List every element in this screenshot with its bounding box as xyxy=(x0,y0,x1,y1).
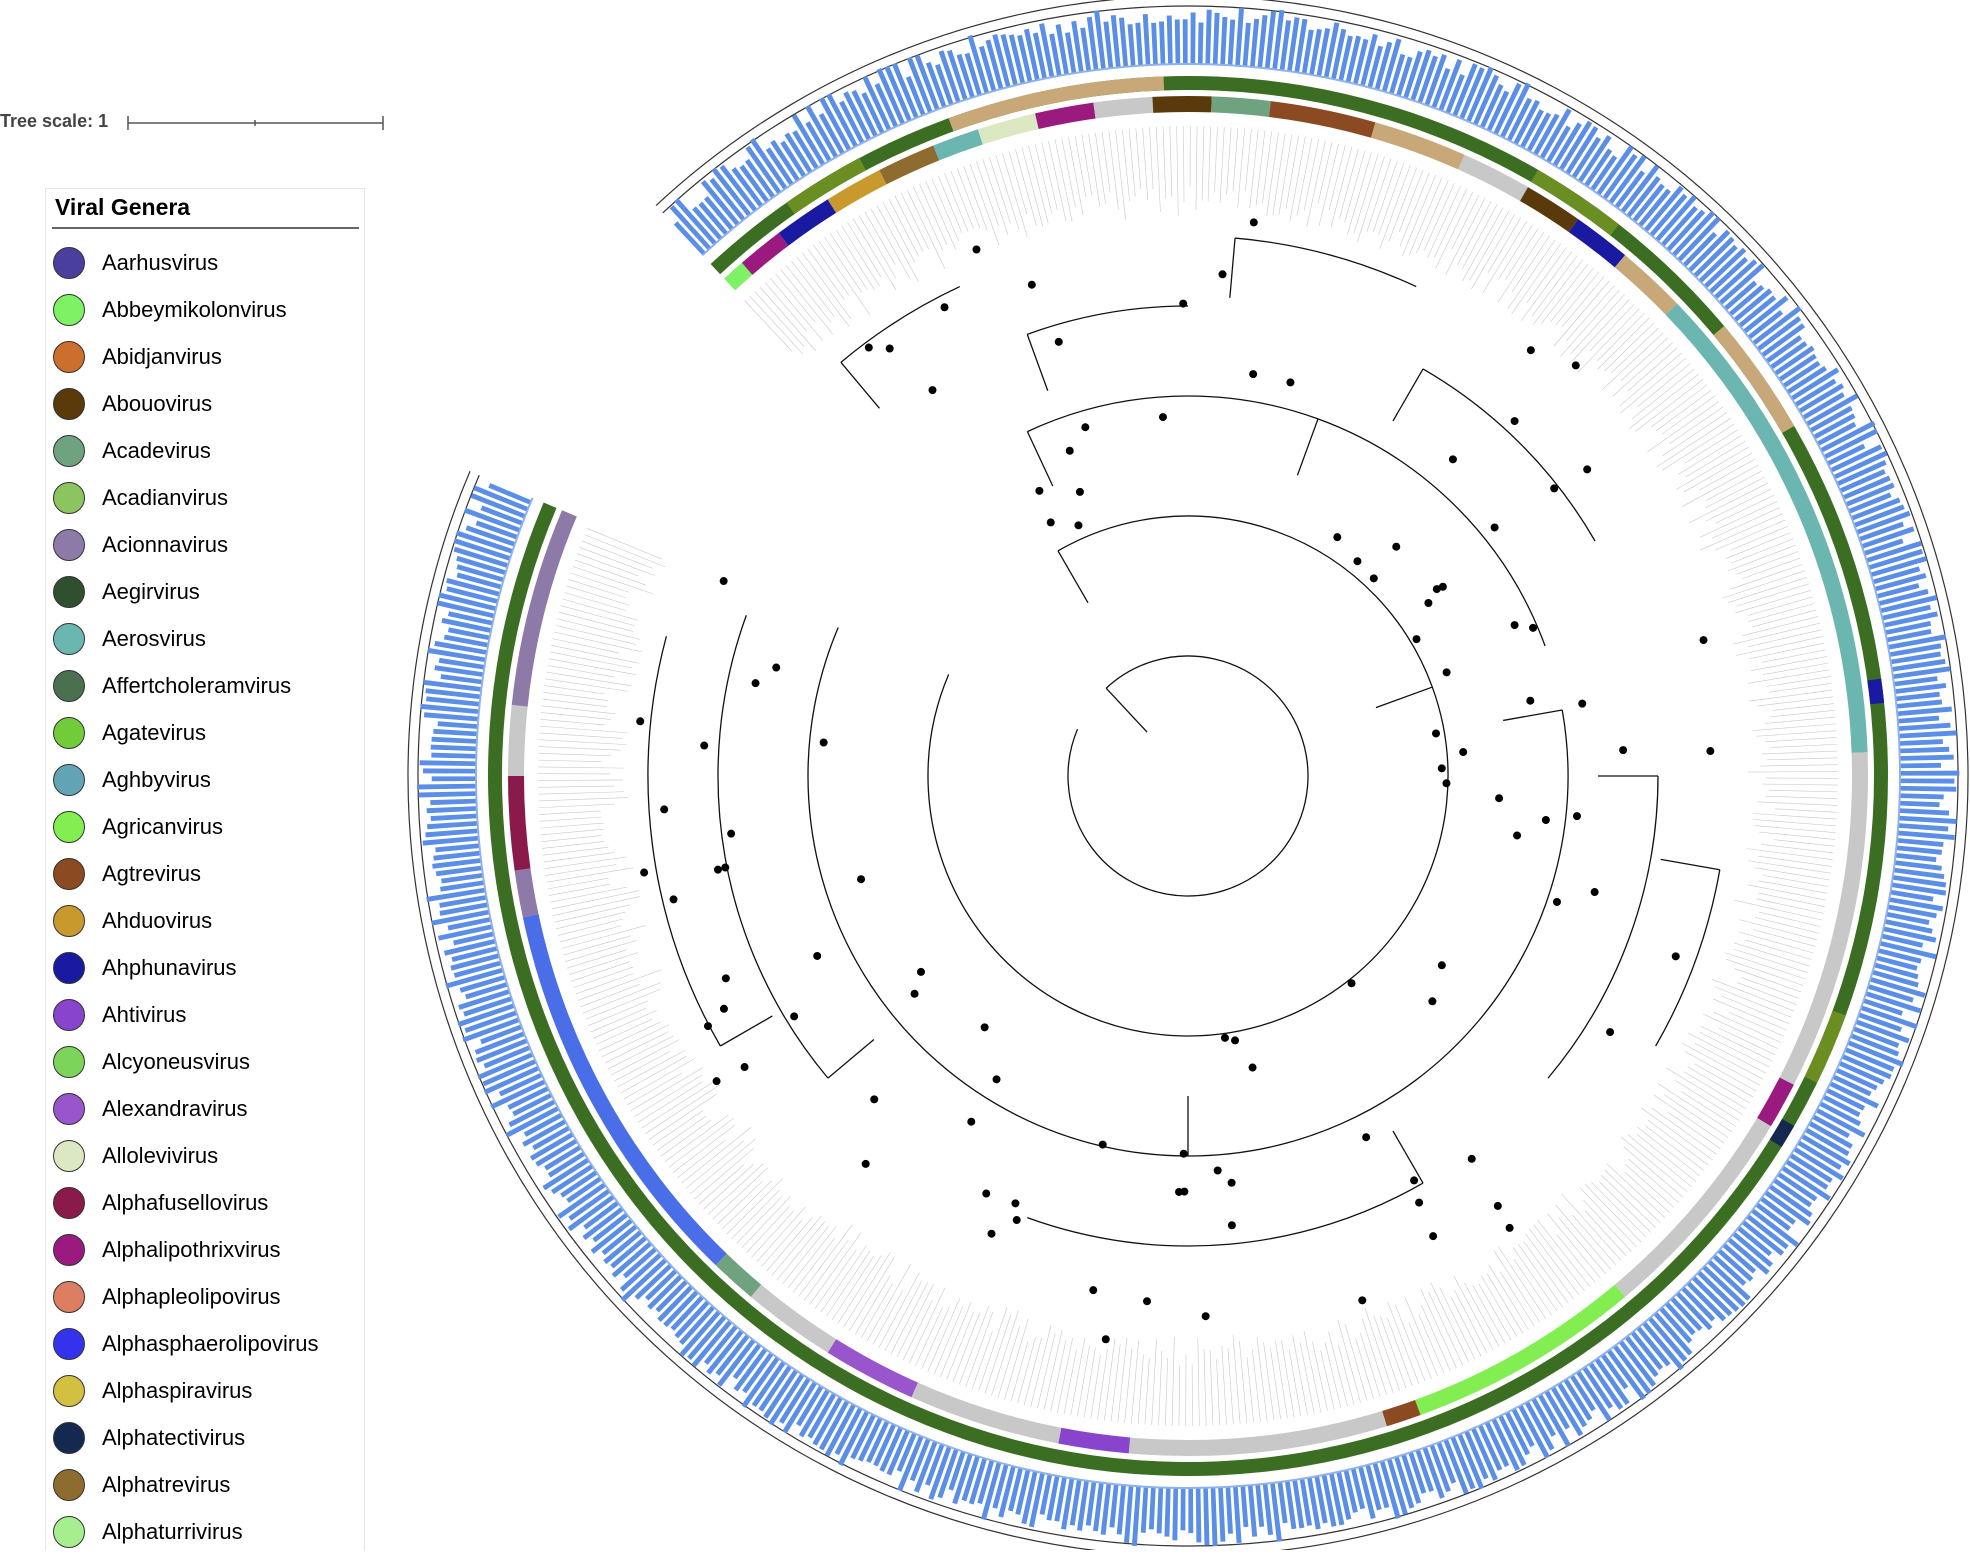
legend-swatch xyxy=(53,247,85,279)
legend-swatch xyxy=(53,1140,85,1172)
legend-swatch xyxy=(53,1516,85,1548)
legend-item: Aegirvirus xyxy=(53,568,318,615)
legend-swatch xyxy=(53,623,85,655)
legend-item: Alexandravirus xyxy=(53,1085,318,1132)
legend-item: Allolevivirus xyxy=(53,1132,318,1179)
legend-swatch xyxy=(53,905,85,937)
legend-item: Alphafusellovirus xyxy=(53,1179,318,1226)
legend-swatch xyxy=(53,999,85,1031)
legend-label: Aerosvirus xyxy=(102,626,206,652)
tree-scale-label: Tree scale: 1 xyxy=(0,111,108,132)
legend-label: Alphatrevirus xyxy=(102,1472,230,1498)
legend-label: Alphaturrivirus xyxy=(102,1519,243,1545)
legend-title: Viral Genera xyxy=(55,194,190,221)
legend-label: Abouovirus xyxy=(102,391,212,417)
legend-label: Ahphunavirus xyxy=(102,955,237,981)
legend-panel: Viral Genera Aarhusvirus Abbeymikolonviru… xyxy=(45,188,365,1551)
legend-item: Abidjanvirus xyxy=(53,333,318,380)
legend-item: Aerosvirus xyxy=(53,615,318,662)
legend-swatch xyxy=(53,435,85,467)
legend-item: Alphaturrivirus xyxy=(53,1508,318,1555)
legend-swatch xyxy=(53,764,85,796)
legend-item: Ahtivirus xyxy=(53,991,318,1038)
legend-swatch xyxy=(53,811,85,843)
legend-swatch xyxy=(53,1093,85,1125)
legend-item: Alphatectivirus xyxy=(53,1414,318,1461)
legend-swatch xyxy=(53,388,85,420)
legend-item: Aghbyvirus xyxy=(53,756,318,803)
legend-label: Abbeymikolonvirus xyxy=(102,297,287,323)
legend-label: Allolevivirus xyxy=(102,1143,218,1169)
legend-item: Alphatrevirus xyxy=(53,1461,318,1508)
legend-item: Alcyoneusvirus xyxy=(53,1038,318,1085)
legend-swatch xyxy=(53,341,85,373)
legend-label: Alphafusellovirus xyxy=(102,1190,268,1216)
legend-swatch xyxy=(53,858,85,890)
legend-label: Ahduovirus xyxy=(102,908,212,934)
legend-swatch xyxy=(53,1234,85,1266)
legend-item: Alphasphaerolipovirus xyxy=(53,1320,318,1367)
legend-divider xyxy=(52,227,359,229)
legend-item: Affertcholeramvirus xyxy=(53,662,318,709)
legend-swatch xyxy=(53,1422,85,1454)
legend-label: Alphasphaerolipovirus xyxy=(102,1331,318,1357)
legend-swatch xyxy=(53,1375,85,1407)
legend-swatch xyxy=(53,482,85,514)
legend-item: Agtrevirus xyxy=(53,850,318,897)
legend-item: Agatevirus xyxy=(53,709,318,756)
legend-label: Agatevirus xyxy=(102,720,206,746)
legend-label: Alphatectivirus xyxy=(102,1425,245,1451)
legend-label: Alphalipothrixvirus xyxy=(102,1237,281,1263)
genus-color-ring xyxy=(508,96,1868,1456)
legend-swatch xyxy=(53,717,85,749)
legend-label: Aegirvirus xyxy=(102,579,200,605)
legend-label: Alexandravirus xyxy=(102,1096,248,1122)
legend-item: Ahphunavirus xyxy=(53,944,318,991)
legend-item: Abbeymikolonvirus xyxy=(53,286,318,333)
bootstrap-nodes xyxy=(636,218,1714,1343)
legend-swatch xyxy=(53,1046,85,1078)
legend-swatch xyxy=(53,952,85,984)
legend-swatch xyxy=(53,1281,85,1313)
legend-swatch xyxy=(53,1187,85,1219)
legend-swatch xyxy=(53,576,85,608)
host-ring xyxy=(488,76,1888,1476)
tree-scale-bar xyxy=(128,116,383,130)
legend-label: Acadianvirus xyxy=(102,485,228,511)
legend-item: Acadianvirus xyxy=(53,474,318,521)
legend-swatch xyxy=(53,1469,85,1501)
outer-boundary-rings xyxy=(408,0,1968,1550)
tree-branches xyxy=(648,238,1720,1246)
legend-item: Alphapleolipovirus xyxy=(53,1273,318,1320)
legend-item: Agricanvirus xyxy=(53,803,318,850)
legend-label: Agricanvirus xyxy=(102,814,223,840)
legend-item: Abouovirus xyxy=(53,380,318,427)
legend-label: Aarhusvirus xyxy=(102,250,218,276)
legend-label: Alphaspiravirus xyxy=(102,1378,252,1404)
legend-swatch xyxy=(53,1328,85,1360)
legend-label: Agtrevirus xyxy=(102,861,201,887)
legend-label: Acadevirus xyxy=(102,438,211,464)
legend-label: Abidjanvirus xyxy=(102,344,222,370)
legend-swatch xyxy=(53,670,85,702)
legend-list: Aarhusvirus Abbeymikolonvirus Abidjanvirus… xyxy=(53,239,318,1555)
legend-label: Ahtivirus xyxy=(102,1002,186,1028)
legend-label: Acionnavirus xyxy=(102,532,228,558)
legend-item: Acadevirus xyxy=(53,427,318,474)
legend-item: Acionnavirus xyxy=(53,521,318,568)
legend-swatch xyxy=(53,529,85,561)
legend-label: Affertcholeramvirus xyxy=(102,673,291,699)
legend-swatch xyxy=(53,294,85,326)
legend-item: Alphalipothrixvirus xyxy=(53,1226,318,1273)
legend-item: Alphaspiravirus xyxy=(53,1367,318,1414)
legend-item: Ahduovirus xyxy=(53,897,318,944)
legend-item: Aarhusvirus xyxy=(53,239,318,286)
legend-label: Alphapleolipovirus xyxy=(102,1284,281,1310)
legend-label: Alcyoneusvirus xyxy=(102,1049,250,1075)
legend-label: Aghbyvirus xyxy=(102,767,211,793)
